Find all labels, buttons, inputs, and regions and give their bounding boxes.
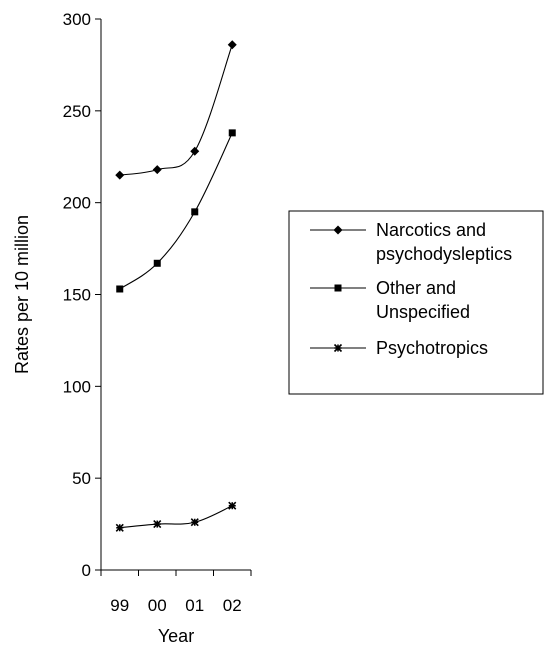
data-point-square [116,285,124,293]
y-tick-label: 300 [63,10,91,29]
data-point-asterisk [228,501,237,510]
data-point-diamond [115,170,125,180]
legend-entry: Psychotropics [310,338,488,358]
data-point-asterisk [115,523,124,532]
data-point-square [153,259,161,267]
legend-label: Psychotropics [376,338,488,358]
y-tick-label: 150 [63,286,91,305]
y-tick-label: 100 [63,377,91,396]
legend-label: Other and [376,278,456,298]
series-line [119,132,233,290]
legend-marker-square [334,284,342,292]
legend: Narcotics and psychodysleptics Other and Un… [288,210,544,395]
y-axis-ticks: 0 50 100 150 200 250 300 [63,10,101,580]
legend-label: psychodysleptics [376,244,512,264]
series-line [119,44,233,176]
x-axis-ticks: 99 00 01 02 [100,570,252,615]
data-point-asterisk [153,520,162,529]
x-tick-label: 02 [223,596,242,615]
data-point-diamond [190,146,200,156]
y-tick-label: 250 [63,102,91,121]
legend-label: Unspecified [376,302,470,322]
y-tick-label: 0 [82,561,91,580]
x-tick-label: 00 [148,596,167,615]
data-point-square [228,129,236,137]
y-axis-title: Rates per 10 million [12,215,32,374]
data-point-asterisk [190,518,199,527]
legend-marker-asterisk [333,343,343,353]
series-layer [115,40,237,532]
series-asterisk [115,501,237,532]
series-square [116,129,236,293]
series-diamond [115,40,237,180]
data-point-square [191,208,199,216]
data-point-diamond [227,40,237,50]
x-tick-label: 01 [185,596,204,615]
legend-entry: Other and Unspecified [310,278,470,322]
x-axis-title: Year [158,626,194,646]
legend-label: Narcotics and [376,220,486,240]
legend-entry: Narcotics and psychodysleptics [310,220,512,264]
data-point-diamond [152,165,162,175]
series-line [119,505,233,529]
legend-marker-diamond [333,225,343,235]
y-tick-label: 200 [63,194,91,213]
legend-box [288,210,544,395]
y-tick-label: 50 [72,469,91,488]
x-tick-label: 99 [110,596,129,615]
